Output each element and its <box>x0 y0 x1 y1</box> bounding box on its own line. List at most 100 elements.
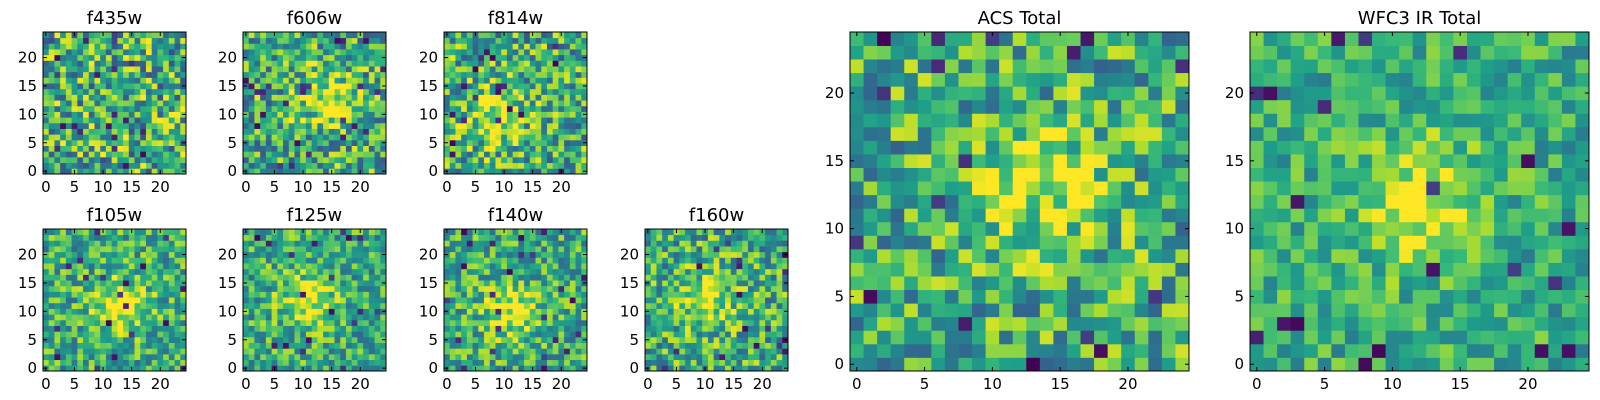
pixel <box>478 83 485 90</box>
pixel <box>357 139 364 146</box>
pixel <box>552 139 559 146</box>
pixel <box>54 77 61 84</box>
pixel <box>541 268 548 275</box>
pixel <box>685 308 692 315</box>
pixel <box>117 156 124 164</box>
pixel <box>944 167 959 182</box>
pixel <box>105 251 113 258</box>
pixel <box>541 54 548 61</box>
pixel <box>145 122 153 129</box>
pixel <box>368 37 375 44</box>
pixel <box>157 302 164 309</box>
pixel <box>575 268 582 275</box>
pixel <box>650 234 657 241</box>
pixel <box>466 280 473 287</box>
pixel <box>444 342 451 349</box>
pixel <box>564 139 571 146</box>
pixel <box>449 77 456 84</box>
pixel <box>662 353 669 361</box>
axes-frame <box>242 228 387 372</box>
pixel <box>713 229 720 236</box>
pixel <box>552 37 559 44</box>
pixel <box>265 66 272 73</box>
pixel <box>455 302 462 309</box>
pixel <box>157 353 164 361</box>
pixel <box>564 246 571 253</box>
pixel <box>863 167 878 182</box>
pixel <box>363 60 370 67</box>
pixel <box>311 280 318 287</box>
pixel <box>564 229 571 236</box>
x-tick-label: 15 <box>122 178 141 196</box>
pixel <box>518 54 525 61</box>
pixel <box>742 274 749 281</box>
pixel <box>157 49 164 56</box>
pixel <box>472 66 479 73</box>
pixel <box>581 268 588 275</box>
pixel <box>489 285 496 292</box>
pixel <box>254 359 261 366</box>
pixel <box>60 151 67 158</box>
pixel <box>145 297 153 304</box>
pixel <box>944 357 959 372</box>
pixel <box>541 342 548 349</box>
pixel <box>100 60 107 67</box>
pixel <box>305 274 313 281</box>
pixel <box>345 257 353 264</box>
pixel <box>730 280 737 287</box>
pixel <box>877 276 892 291</box>
pixel <box>679 325 686 332</box>
pixel <box>151 302 158 309</box>
pixel <box>1039 303 1054 318</box>
pixel <box>168 43 175 50</box>
pixel <box>248 336 255 343</box>
pixel <box>363 77 370 84</box>
pixel <box>759 302 766 309</box>
pixel <box>180 240 187 247</box>
pixel <box>917 181 932 196</box>
pixel <box>944 303 959 318</box>
pixel <box>736 319 743 326</box>
pixel <box>157 83 164 90</box>
pixel <box>168 268 175 275</box>
pixel <box>917 154 932 168</box>
pixel <box>48 246 55 253</box>
pixel <box>71 128 78 135</box>
pixel <box>357 240 364 247</box>
pixel <box>472 128 479 135</box>
pixel <box>541 49 548 56</box>
pixel <box>575 128 582 135</box>
pixel <box>719 336 726 343</box>
pixel <box>702 359 709 366</box>
pixel <box>71 274 78 281</box>
pixel <box>742 257 749 264</box>
pixel <box>512 359 519 366</box>
pixel <box>564 308 571 315</box>
pixel <box>501 111 508 118</box>
pixel <box>529 162 536 169</box>
pixel <box>65 229 72 236</box>
pixel <box>529 66 536 73</box>
pixel <box>569 302 576 309</box>
pixel <box>958 221 973 236</box>
pixel <box>461 336 468 343</box>
pixel <box>305 105 313 112</box>
pixel <box>151 54 158 61</box>
pixel <box>374 353 381 361</box>
pixel <box>60 83 67 90</box>
pixel <box>575 314 582 321</box>
pixel <box>667 359 674 366</box>
pixel <box>243 105 250 112</box>
pixel <box>305 331 313 338</box>
pixel <box>690 229 697 236</box>
pixel <box>512 88 519 95</box>
pixel <box>100 71 107 78</box>
pixel <box>541 263 548 270</box>
pixel <box>317 291 324 298</box>
pixel <box>546 134 554 141</box>
pixel <box>277 111 284 118</box>
pixel <box>317 325 324 332</box>
pixel <box>972 167 986 182</box>
pixel <box>363 117 370 124</box>
